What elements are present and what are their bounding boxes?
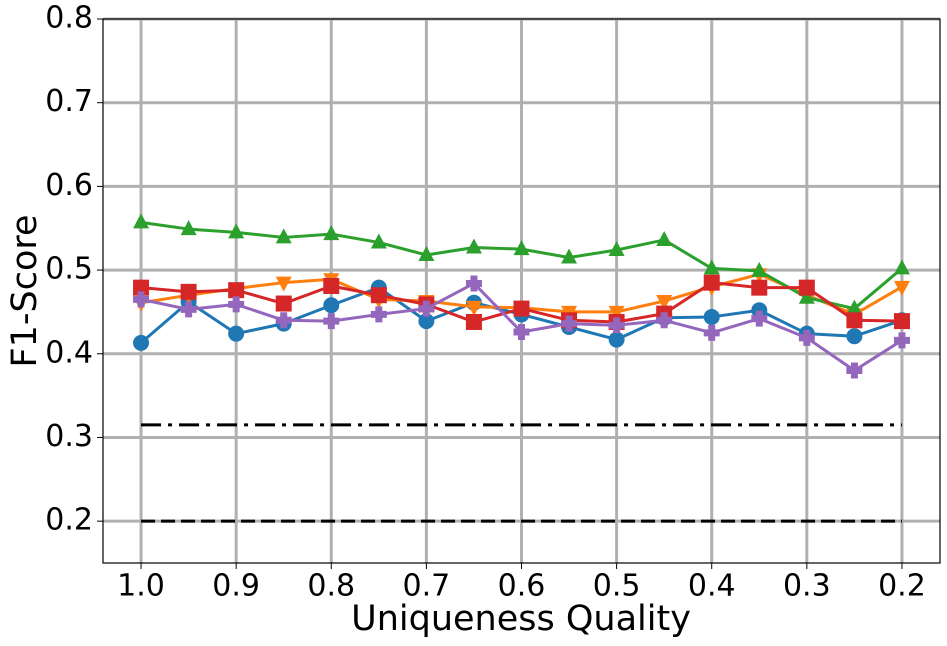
point [513, 324, 530, 341]
x-tick-label: 0.5 [593, 569, 641, 604]
point [323, 313, 340, 330]
point [228, 282, 245, 299]
x-tick-label: 0.9 [212, 569, 260, 604]
point [465, 275, 482, 292]
point [846, 312, 863, 329]
point [798, 288, 815, 304]
point [228, 223, 245, 239]
point [846, 362, 863, 379]
point [133, 213, 150, 229]
point [893, 280, 910, 296]
point [323, 225, 340, 241]
point [656, 230, 673, 246]
point [751, 279, 768, 296]
point [751, 302, 768, 319]
point [656, 295, 673, 311]
point [180, 220, 197, 236]
y-axis-label: F1-Score [5, 214, 45, 367]
point [133, 279, 150, 296]
point [133, 291, 150, 308]
y-tick-label: 0.3 [45, 419, 93, 454]
point [703, 274, 720, 291]
point [798, 279, 815, 296]
point [513, 240, 530, 256]
point [323, 277, 340, 294]
point [275, 312, 292, 329]
point [465, 313, 482, 330]
x-axis-label: Uniqueness Quality [351, 599, 691, 639]
point [465, 300, 482, 316]
point [893, 313, 910, 330]
plot-area [133, 213, 910, 523]
point [893, 259, 910, 275]
x-tick-label: 0.7 [403, 569, 451, 604]
point [703, 308, 720, 325]
y-tick-label: 0.7 [45, 84, 93, 119]
grid [103, 17, 940, 563]
point [798, 329, 815, 346]
point [275, 228, 292, 244]
y-tick-label: 0.8 [45, 1, 93, 36]
point [561, 315, 578, 332]
point [513, 300, 530, 317]
point [656, 312, 673, 329]
x-tick-label: 0.8 [307, 569, 355, 604]
point [846, 328, 863, 345]
point [703, 324, 720, 341]
point [846, 299, 863, 315]
x-tick-label: 0.6 [498, 569, 546, 604]
point [751, 261, 768, 277]
y-tick-label: 0.6 [45, 168, 93, 203]
point [418, 246, 435, 262]
point [418, 313, 435, 330]
point [323, 297, 340, 314]
x-tick-label: 1.0 [117, 569, 165, 604]
point [608, 240, 625, 256]
point [703, 259, 720, 275]
point [180, 301, 197, 318]
point [751, 310, 768, 327]
point [418, 300, 435, 317]
x-tick-label: 0.3 [783, 569, 831, 604]
point [133, 334, 150, 351]
x-tick-label: 0.4 [688, 569, 736, 604]
point [275, 295, 292, 312]
y-tick-label: 0.5 [45, 252, 93, 287]
point [608, 305, 625, 321]
point [370, 287, 387, 304]
point [228, 325, 245, 342]
y-tick-label: 0.2 [45, 503, 93, 538]
point [228, 296, 245, 313]
y-tick-label: 0.4 [45, 335, 93, 370]
point [893, 332, 910, 349]
point [180, 283, 197, 300]
point [608, 331, 625, 348]
point [561, 248, 578, 264]
point [275, 276, 292, 292]
x-tick-label: 0.2 [878, 569, 926, 604]
point [370, 306, 387, 323]
point [465, 238, 482, 254]
point [608, 317, 625, 334]
point [370, 233, 387, 249]
